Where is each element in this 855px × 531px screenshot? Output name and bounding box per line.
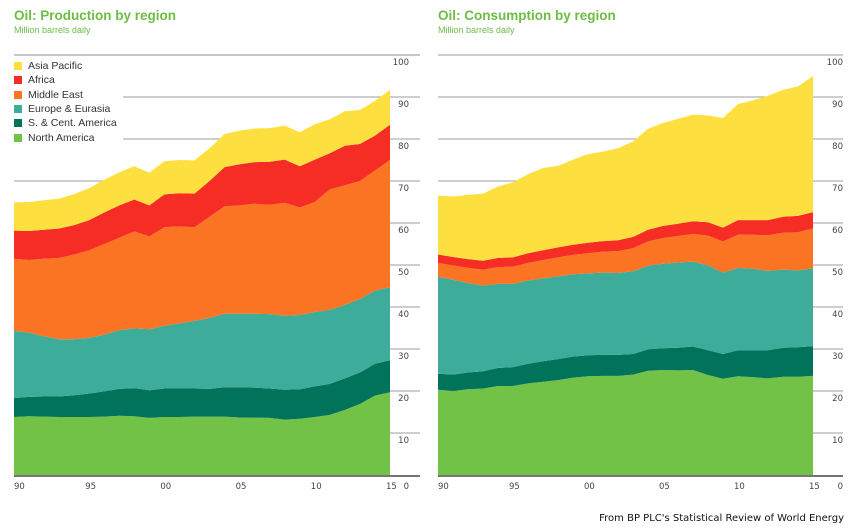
legend-swatch [14,62,22,71]
area-s-cent-america [438,346,813,391]
legend-item-middle-east: Middle East [14,88,117,102]
x-tick-label: 00 [584,482,595,492]
area-asia-pacific [14,89,390,232]
x-tick-label: 90 [438,482,449,492]
y-tick-label: 90 [398,100,409,110]
y-tick-label: 0 [404,482,409,492]
legend-swatch [14,90,22,99]
area-europe-eurasia [14,287,390,399]
x-tick-label: 10 [734,482,745,492]
production-chart-title: Oil: Production by region [14,8,176,23]
legend-label: Africa [28,74,55,87]
area-north-america [14,392,390,475]
x-tick-label: 95 [509,482,520,492]
legend-swatch [14,76,22,85]
y-tick-label: 80 [398,142,409,152]
x-tick-label: 05 [236,482,247,492]
y-tick-label: 40 [398,310,409,320]
y-tick-label: 60 [398,226,409,236]
y-tick-label: 50 [398,268,409,278]
x-tick-label: 00 [160,482,171,492]
y-tick-label: 30 [398,352,409,362]
source-note: From BP PLC's Statistical Review of Worl… [599,513,844,524]
legend-item-north-america: North America [14,130,117,144]
x-tick-label: 15 [386,482,397,492]
legend-label: Middle East [28,88,83,101]
x-tick-label: 95 [85,482,96,492]
x-tick-label: 15 [809,482,820,492]
area-middle-east [438,228,813,286]
legend-label: S. & Cent. America [28,117,117,130]
legend-item-europe-eurasia: Europe & Eurasia [14,102,117,116]
legend-label: Asia Pacific [28,60,83,73]
x-tick-label: 05 [659,482,670,492]
legend-swatch [14,105,22,114]
y-tick-label: 100 [393,58,409,68]
area-s-cent-america [14,360,390,420]
y-tick-label: 100 [827,58,843,68]
y-tick-label: 0 [838,482,843,492]
y-tick-label: 50 [832,268,843,278]
y-tick-label: 70 [832,184,843,194]
legend: Asia Pacific Africa Middle East Europe &… [14,59,123,145]
legend-item-africa: Africa [14,73,117,87]
production-chart-subtitle: Million barrels daily [14,25,91,35]
legend-swatch [14,119,22,128]
consumption-chart-title: Oil: Consumption by region [438,8,616,23]
y-tick-label: 60 [832,226,843,236]
area-europe-eurasia [438,261,813,375]
legend-item-asia-pacific: Asia Pacific [14,59,117,73]
y-tick-label: 90 [832,100,843,110]
y-tick-label: 80 [832,142,843,152]
x-tick-label: 10 [311,482,322,492]
y-tick-label: 20 [398,394,409,404]
area-middle-east [14,160,390,340]
y-tick-label: 30 [832,352,843,362]
y-tick-label: 70 [398,184,409,194]
x-tick-label: 90 [14,482,25,492]
area-africa [14,124,390,260]
area-africa [438,212,813,270]
area-north-america [438,370,813,475]
legend-swatch [14,133,22,142]
legend-label: North America [28,131,95,144]
y-tick-label: 40 [832,310,843,320]
area-asia-pacific [438,76,813,261]
legend-label: Europe & Eurasia [28,103,111,116]
y-tick-label: 10 [398,436,409,446]
legend-item-s-cent-america: S. & Cent. America [14,116,117,130]
y-tick-label: 20 [832,394,843,404]
consumption-chart-subtitle: Million barrels daily [438,25,515,35]
y-tick-label: 10 [832,436,843,446]
